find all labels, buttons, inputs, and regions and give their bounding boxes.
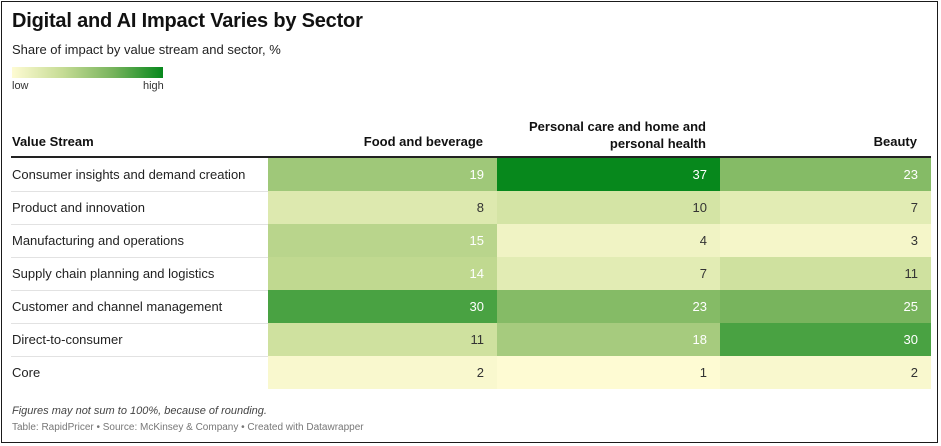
- row-label: Manufacturing and operations: [12, 233, 185, 248]
- row-label: Consumer insights and demand creation: [12, 167, 246, 182]
- heatmap-cell: 11: [268, 323, 497, 356]
- legend-high-label: high: [143, 80, 164, 92]
- heatmap-cell: 23: [497, 290, 720, 323]
- column-header-value-stream: Value Stream: [12, 134, 94, 149]
- heatmap-cell: 8: [268, 191, 497, 224]
- color-legend-gradient: [12, 67, 163, 78]
- column-header-food-and-beverage: Food and beverage: [363, 134, 483, 149]
- row-label: Core: [12, 365, 41, 380]
- heatmap-cell: 30: [268, 290, 497, 323]
- heatmap-cell: 15: [268, 224, 497, 257]
- heatmap-cell: 25: [720, 290, 931, 323]
- column-header-personal-care: Personal care and home and personal heal…: [528, 119, 706, 151]
- heatmap-cell: 30: [720, 323, 931, 356]
- row-label: Customer and channel management: [12, 299, 223, 314]
- row-label: Product and innovation: [12, 200, 145, 215]
- chart-subtitle: Share of impact by value stream and sect…: [12, 42, 281, 57]
- row-label: Direct-to-consumer: [12, 332, 123, 347]
- heatmap-cell: 7: [720, 191, 931, 224]
- heatmap-cell: 1: [497, 356, 720, 389]
- heatmap-cell: 11: [720, 257, 931, 290]
- footnote: Figures may not sum to 100%, because of …: [12, 405, 267, 417]
- source-credit: Table: RapidPricer • Source: McKinsey & …: [12, 422, 364, 433]
- heatmap-cell: 4: [497, 224, 720, 257]
- header-rule: [11, 156, 931, 158]
- heatmap-cell: 7: [497, 257, 720, 290]
- heatmap-cell: 2: [268, 356, 497, 389]
- heatmap-cell: 14: [268, 257, 497, 290]
- heatmap-cell: 3: [720, 224, 931, 257]
- heatmap-cell: 19: [268, 158, 497, 191]
- row-label: Supply chain planning and logistics: [12, 266, 215, 281]
- heatmap-cell: 37: [497, 158, 720, 191]
- heatmap-cell: 2: [720, 356, 931, 389]
- column-header-beauty: Beauty: [873, 134, 917, 149]
- chart-title: Digital and AI Impact Varies by Sector: [12, 10, 363, 32]
- heatmap-cell: 10: [497, 191, 720, 224]
- heatmap-cell: 23: [720, 158, 931, 191]
- legend-low-label: low: [12, 80, 29, 92]
- heatmap-cell: 18: [497, 323, 720, 356]
